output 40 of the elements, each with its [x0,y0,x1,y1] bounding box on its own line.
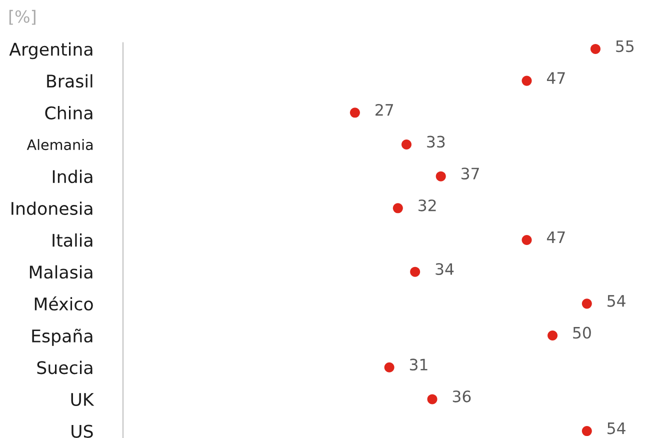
data-label: 33 [427,136,445,148]
point [392,203,403,214]
point [427,394,438,404]
point [548,330,558,341]
y-tick-label: México [34,296,93,311]
data-label: 32 [418,199,436,212]
y-tick-label: China [45,106,92,120]
y-tick-label: Argentina [9,42,92,60]
point [410,266,420,277]
y-tick-label: India [52,170,92,184]
y-tick-label: Indonesia [12,202,92,216]
point [350,108,360,118]
point [582,298,592,309]
data-label: 47 [546,232,565,243]
data-label: 34 [436,263,454,276]
y-tick-label: Malasia [30,265,92,279]
y-tick-label: España [32,328,92,346]
y-tick-label: US [72,424,93,438]
point [522,234,532,246]
text: [%] [9,10,36,25]
data-label: 54 [608,295,626,307]
data-label: 27 [376,104,394,116]
y-tick-label: Suecia [37,360,92,374]
data-label: 50 [573,326,591,339]
y-tick-label: Italia [52,233,92,247]
data-label: 47 [546,72,565,84]
data-label: 37 [461,168,479,180]
y-tick-label: Alemania [26,139,93,150]
data-label: 31 [410,358,428,371]
y-tick-label: Brasil [47,74,92,88]
data-label: 54 [608,422,626,434]
data-label: 55 [616,40,634,52]
point [436,171,446,182]
point [582,426,592,436]
y-tick-label: UK [71,393,94,406]
point [384,362,394,372]
point [522,76,532,86]
data-label: 36 [452,390,471,402]
point [590,44,600,54]
point [401,139,412,150]
